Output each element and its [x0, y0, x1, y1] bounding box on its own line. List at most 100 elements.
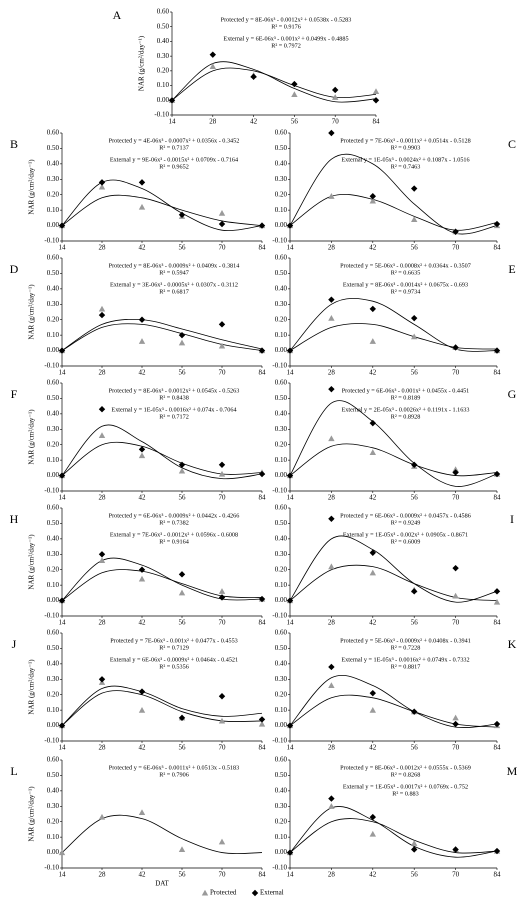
y-tick-label: 0.60	[47, 379, 60, 387]
data-point	[218, 210, 226, 216]
y-tick-label: -0.10	[272, 237, 287, 245]
y-tick-label: 0.30	[275, 802, 288, 810]
x-tick-label: 14	[287, 244, 295, 252]
y-tick-label: -0.10	[154, 111, 169, 119]
x-tick-label: 28	[99, 744, 107, 752]
y-tick-label: 0.10	[47, 456, 60, 464]
y-tick-label: 0.40	[47, 659, 60, 667]
y-axis-label: NAR (g/cm²/day⁻¹)	[28, 786, 36, 842]
y-tick-label: 0.10	[275, 331, 288, 339]
x-tick-label: 70	[219, 369, 227, 377]
y-tick-label: 0.40	[47, 409, 60, 417]
y-tick-label: 0.50	[47, 771, 60, 779]
data-point	[328, 314, 335, 321]
equation: Protected y = 6E-06x³ - 0.0009x² + 0.045…	[340, 512, 471, 519]
x-tick-label: 70	[219, 494, 227, 502]
panel-letter: E	[508, 262, 515, 276]
fit-curve	[289, 298, 498, 352]
y-tick-label: 0.40	[47, 534, 60, 542]
data-point	[218, 470, 226, 477]
fit-curve	[289, 806, 498, 858]
data-point	[218, 220, 226, 228]
y-tick-label: 0.00	[275, 596, 288, 604]
x-tick-label: 42	[369, 494, 377, 502]
data-point	[332, 86, 339, 94]
data-point	[178, 461, 186, 468]
equation: External y = 6E-06x³ - 0.001x² + 0.0499x…	[223, 35, 348, 42]
data-point	[178, 714, 186, 722]
x-tick-label: 70	[452, 244, 460, 252]
data-point	[411, 185, 418, 192]
x-tick-label: 56	[179, 619, 187, 627]
data-point	[98, 406, 106, 413]
x-tick-label: 56	[179, 871, 187, 879]
y-tick-label: 0.60	[275, 756, 288, 764]
y-tick-label: 0.20	[157, 66, 170, 74]
x-tick-label: 42	[369, 369, 377, 377]
data-point	[372, 97, 380, 104]
data-point	[328, 682, 335, 689]
data-point	[258, 595, 266, 603]
data-point	[372, 88, 380, 95]
equation: Protected y = 8E-06x³ - 0.0012x² + 0.054…	[109, 387, 240, 394]
equation: R² = 0.7463	[391, 163, 421, 170]
data-point	[258, 716, 266, 723]
fit-curve	[289, 564, 498, 601]
y-tick-label: 0.20	[47, 690, 60, 698]
y-tick-label: 0.20	[275, 440, 288, 448]
legend-label: Protected	[210, 889, 237, 897]
y-tick-label: 0.30	[47, 300, 60, 308]
y-tick-label: 0.30	[275, 175, 288, 183]
equation: External y = 6E-06x³ - 0.0009x² + 0.0464…	[110, 656, 238, 663]
x-tick-label: 42	[139, 619, 147, 627]
data-point	[138, 706, 146, 713]
data-point	[138, 452, 146, 459]
y-tick-label: 0.30	[275, 425, 288, 433]
data-point	[218, 588, 226, 594]
data-point	[138, 688, 146, 695]
data-point	[98, 676, 106, 683]
equation: R² = 0.9734	[391, 288, 421, 295]
equation: R² = 0.5356	[159, 663, 189, 670]
x-tick-label: 14	[287, 871, 295, 879]
y-tick-label: 0.40	[275, 409, 288, 417]
x-tick-label: 84	[259, 619, 267, 627]
fit-curve	[61, 179, 263, 232]
data-point	[258, 347, 266, 354]
equation: R² = 0.8189	[391, 394, 421, 401]
y-tick-label: 0.50	[275, 644, 288, 652]
fit-curve	[289, 535, 498, 603]
data-point	[369, 706, 376, 713]
data-point	[138, 203, 146, 210]
data-point	[58, 849, 66, 856]
x-tick-label: 14	[287, 369, 295, 377]
data-point	[178, 339, 186, 346]
data-point	[286, 849, 294, 856]
y-tick-label: 0.40	[275, 786, 288, 794]
data-point	[98, 179, 106, 186]
equation: R² = 0.9652	[159, 163, 189, 170]
equation: R² = 0.8928	[391, 413, 421, 420]
y-tick-label: 0.40	[275, 534, 288, 542]
equation: External y = 1E-05x³ - 0.0017x² + 0.0769…	[343, 783, 468, 790]
x-tick-label: 70	[332, 118, 340, 126]
y-tick-label: -0.10	[272, 864, 287, 872]
y-tick-label: 0.40	[275, 159, 288, 167]
data-point	[98, 813, 106, 820]
equation: External y = 3E-06x³ - 0.0005x² + 0.0307…	[110, 281, 238, 288]
data-point	[493, 588, 501, 595]
data-point	[98, 551, 106, 558]
x-tick-label: 14	[59, 619, 67, 627]
x-tick-label: 42	[139, 244, 147, 252]
x-tick-label: 84	[259, 244, 267, 252]
x-tick-label: 28	[99, 244, 107, 252]
data-point	[452, 846, 459, 853]
data-point	[218, 321, 226, 328]
x-tick-label: 56	[179, 494, 187, 502]
equation: Protected y = 6E-06x³ - 0.0011x² + 0.051…	[109, 764, 239, 771]
x-tick-label: 14	[169, 118, 177, 126]
equation: Protected y = 4E-06x³ - 0.0007x² + 0.035…	[109, 137, 240, 144]
fit-curve	[61, 424, 263, 480]
y-tick-label: 0.40	[275, 284, 288, 292]
